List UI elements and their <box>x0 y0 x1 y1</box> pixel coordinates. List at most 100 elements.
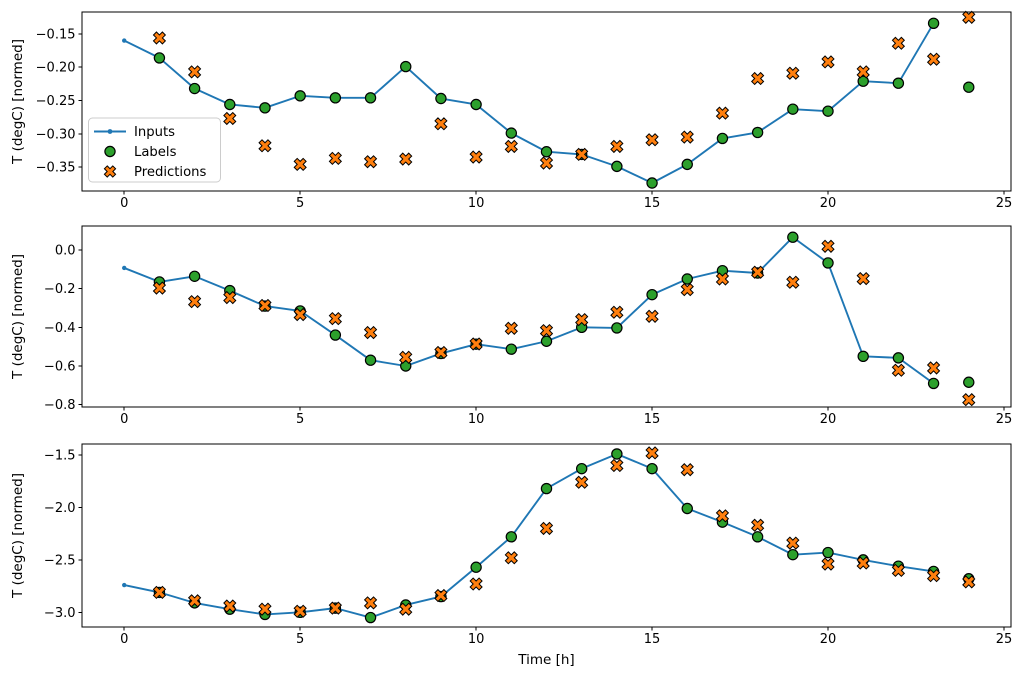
labels-point-marker <box>927 17 940 30</box>
labels-point-marker <box>470 561 482 573</box>
predictions-point-marker <box>680 282 694 297</box>
labels-point-marker <box>611 160 623 173</box>
y-tick-label: −0.2 <box>44 282 76 297</box>
labels-point-marker <box>681 158 693 171</box>
y-tick-label: −0.8 <box>44 398 76 413</box>
labels-point-marker <box>294 90 306 102</box>
labels-point-marker <box>329 329 342 341</box>
labels-point-marker <box>329 92 342 104</box>
predictions-point-marker <box>786 275 800 289</box>
labels-point-marker <box>505 343 518 355</box>
y-tick-label: −0.20 <box>36 61 76 76</box>
legend-label: Inputs <box>134 125 175 140</box>
y-tick-label: −3.0 <box>44 606 76 621</box>
x-tick-label: 20 <box>820 632 837 647</box>
predictions-point-marker <box>926 52 941 66</box>
labels-point-marker <box>611 322 623 334</box>
subplot-3: 0 5 10 15 20 25 −1.5 −2.0 −2.5 −3.0 T (degC) [norm… <box>10 443 1013 647</box>
labels-point-marker <box>963 376 975 388</box>
y-tick-label: −1.5 <box>44 449 76 464</box>
subplot-1: 0 5 10 15 20 25 −0.15 −0.20 −0.25 −0.30 −0.35 T (de… <box>10 10 1013 211</box>
predictions-point-marker <box>645 133 659 147</box>
predictions-point-marker <box>926 361 941 375</box>
predictions-point-marker <box>962 575 976 589</box>
predictions-point-marker <box>328 601 343 615</box>
labels-point-marker <box>259 102 271 114</box>
predictions-point-marker <box>469 337 483 351</box>
labels-point-marker <box>646 177 658 189</box>
predictions-point-marker <box>539 323 554 338</box>
labels-point-marker <box>540 482 553 495</box>
predictions-point-marker <box>328 151 343 166</box>
legend-label: Predictions <box>134 165 207 180</box>
predictions-point-marker <box>293 157 307 172</box>
predictions-point-marker <box>786 536 800 550</box>
y-tick-label: 0.0 <box>55 243 76 258</box>
subplot-2: 0 5 10 15 20 25 0.0 −0.2 −0.4 −0.6 −0.8 T (degC) [n… <box>10 225 1013 427</box>
y-tick-label: −0.4 <box>44 321 76 336</box>
x-tick-label: 25 <box>996 412 1013 427</box>
y-tick-label: −0.30 <box>36 127 76 142</box>
predictions-point-marker <box>926 568 941 583</box>
labels-point-marker <box>364 354 377 366</box>
axes-frame <box>81 225 1012 408</box>
y-tick-label: −2.5 <box>44 553 76 568</box>
labels-point-marker <box>364 92 377 104</box>
predictions-point-marker <box>821 557 835 571</box>
legend-label: Labels <box>134 145 177 160</box>
predictions-point-marker <box>891 36 906 50</box>
predictions-point-marker <box>610 305 624 319</box>
predictions-point-marker <box>258 602 272 616</box>
x-tick-label: 25 <box>996 196 1013 211</box>
predictions-point-marker <box>821 55 835 69</box>
labels-point-marker <box>963 81 975 93</box>
labels-point-marker <box>822 257 834 269</box>
labels-point-marker <box>540 335 553 347</box>
predictions-point-marker <box>223 599 237 613</box>
labels-point-marker <box>575 462 588 475</box>
y-tick-label: −2.0 <box>44 501 76 516</box>
legend: Inputs Labels Predictions <box>88 117 221 183</box>
x-tick-label: 0 <box>120 632 128 647</box>
inputs-line <box>123 453 935 619</box>
y-tick-label: −0.15 <box>36 27 76 42</box>
y-tick-label: −0.35 <box>36 161 76 176</box>
labels-point-marker <box>892 352 905 364</box>
labels-point-marker <box>787 548 799 561</box>
x-tick-label: 15 <box>644 412 661 427</box>
predictions-point-marker <box>680 130 694 144</box>
predictions-point-marker <box>504 321 518 335</box>
labels-point-marker <box>857 75 869 87</box>
inputs-point-marker <box>122 265 127 271</box>
labels-point-marker <box>822 105 834 117</box>
legend-predictions-marker-sample <box>103 165 117 178</box>
predictions-point-marker <box>434 345 448 360</box>
predictions-point-marker <box>856 271 870 286</box>
predictions-point-marker <box>645 446 659 460</box>
predictions-point-marker <box>610 458 624 473</box>
predictions-point-marker <box>293 307 307 322</box>
labels-point-marker <box>435 92 447 105</box>
predictions-point-marker <box>962 393 976 407</box>
labels-point-marker <box>751 126 764 139</box>
predictions-point-marker <box>152 585 167 600</box>
predictions-point-marker <box>715 272 730 286</box>
predictions-point-marker <box>575 312 589 327</box>
predictions-point-marker <box>469 150 483 164</box>
predictions-point-marker <box>715 106 730 120</box>
predictions-point-marker <box>258 139 272 153</box>
predictions-point-marker <box>504 551 518 565</box>
predictions-point-marker <box>328 311 343 326</box>
labels-point-marker <box>611 448 623 460</box>
predictions-point-marker <box>223 111 237 126</box>
labels-point-marker <box>400 60 412 73</box>
labels-point-marker <box>716 132 729 145</box>
labels-point-marker <box>892 77 905 89</box>
labels-point-marker <box>540 146 553 158</box>
labels-point-marker <box>505 531 518 543</box>
predictions-point-marker <box>821 239 835 253</box>
labels-point-marker <box>505 127 518 139</box>
x-tick-label: 25 <box>996 632 1013 647</box>
